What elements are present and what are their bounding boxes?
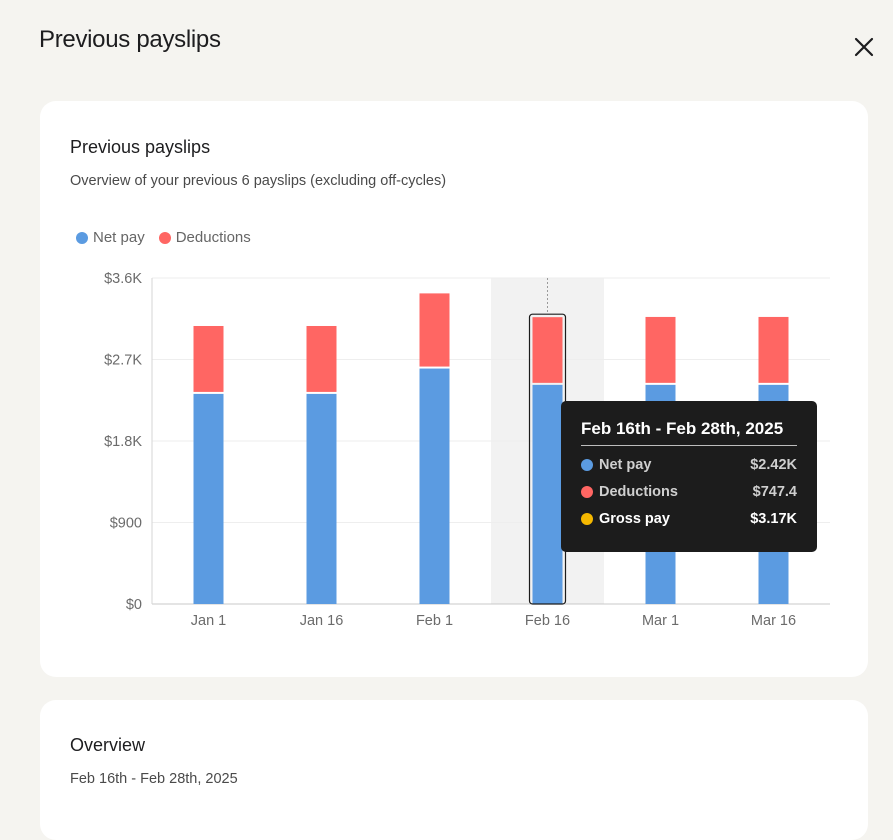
y-tick-label: $900 <box>110 516 142 532</box>
tooltip-value: $3.17K <box>750 511 797 527</box>
close-icon <box>854 37 874 57</box>
tooltip-value: $747.4 <box>752 484 797 500</box>
tooltip-label: Net pay <box>599 457 652 473</box>
card-title: Previous payslips <box>70 137 211 157</box>
chart-legend: Net pay Deductions <box>76 229 251 246</box>
legend-label: Deductions <box>175 229 251 246</box>
x-tick-label: Feb 16 <box>525 613 570 629</box>
tooltip-value: $2.42K <box>750 457 797 473</box>
tooltip-row-gross-pay: Gross pay $3.17K <box>581 511 797 527</box>
overview-card: Overview Feb 16th - Feb 28th, 2025 <box>40 700 868 840</box>
legend-dot-deductions <box>158 231 171 244</box>
payslips-chart-card: Previous payslips Overview of your previ… <box>40 101 868 677</box>
y-tick-label: $0 <box>126 597 142 613</box>
tooltip-dot <box>581 513 593 525</box>
x-tick-label: Jan 1 <box>191 613 226 629</box>
tooltip-dot <box>581 459 593 471</box>
legend-dot-net-pay <box>76 231 88 244</box>
tooltip-label: Deductions <box>599 484 678 500</box>
legend-item-deductions[interactable]: Deductions <box>158 229 251 246</box>
y-tick-label: $2.7K <box>104 353 142 369</box>
tooltip-dot <box>581 486 593 498</box>
legend-item-net-pay[interactable]: Net pay <box>76 229 145 246</box>
bar-deductions <box>758 316 789 383</box>
bar-deductions <box>419 293 450 367</box>
payslips-bar-chart: $0 $900 $1.8K $2.7K $3.6K Jan 1 Jan 16 Feb 1 Feb… <box>104 271 830 629</box>
x-tick-label: Mar 16 <box>751 613 796 629</box>
tooltip-row-deductions: Deductions $747.4 <box>581 484 797 500</box>
bar-deductions <box>306 325 337 392</box>
modal-title: Previous payslips <box>39 26 221 53</box>
overview-title: Overview <box>70 735 146 755</box>
legend-label: Net pay <box>93 229 145 246</box>
bar-net-pay <box>193 393 224 604</box>
tooltip-row-net-pay: Net pay $2.42K <box>581 457 797 473</box>
bar-net-pay <box>532 384 563 604</box>
card-subtitle: Overview of your previous 6 payslips (ex… <box>70 173 447 189</box>
chart-tooltip: Feb 16th - Feb 28th, 2025 Net pay $2.42K… <box>561 401 817 552</box>
x-tick-label: Mar 1 <box>642 613 679 629</box>
bar-net-pay <box>419 368 450 604</box>
bar-net-pay <box>306 393 337 604</box>
x-tick-label: Feb 1 <box>416 613 453 629</box>
bar-deductions <box>645 316 676 383</box>
bar-deductions <box>532 317 563 383</box>
tooltip-label: Gross pay <box>599 511 670 527</box>
y-tick-label: $1.8K <box>104 434 142 450</box>
tooltip-title: Feb 16th - Feb 28th, 2025 <box>581 419 797 446</box>
x-tick-label: Jan 16 <box>300 613 344 629</box>
bar-deductions <box>193 325 224 392</box>
y-tick-label: $3.6K <box>104 271 142 287</box>
close-button[interactable] <box>849 32 879 62</box>
overview-period: Feb 16th - Feb 28th, 2025 <box>70 771 238 787</box>
